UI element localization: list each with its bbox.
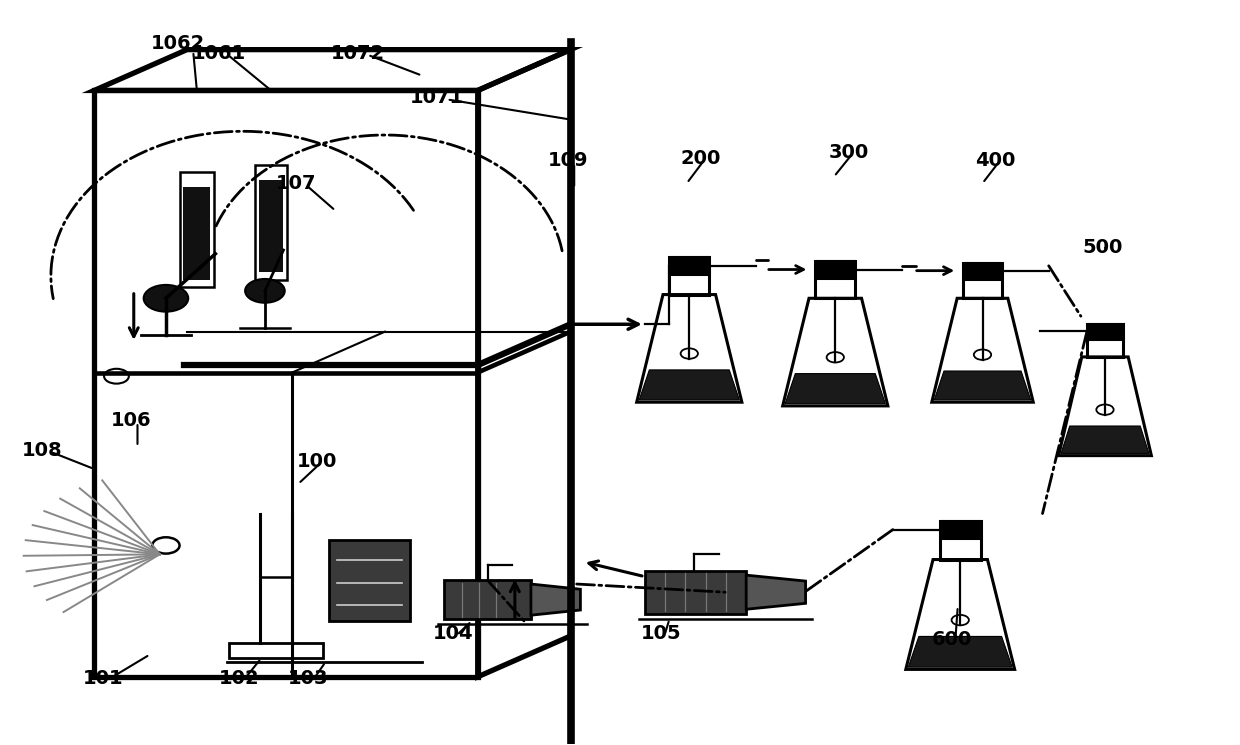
Text: 1061: 1061 bbox=[192, 44, 247, 63]
Text: 1062: 1062 bbox=[151, 34, 206, 53]
Bar bbox=[259, 180, 284, 273]
Text: 109: 109 bbox=[548, 151, 588, 171]
Text: 1072: 1072 bbox=[331, 44, 384, 63]
Polygon shape bbox=[639, 370, 739, 400]
Bar bbox=[941, 521, 980, 539]
Bar bbox=[255, 165, 288, 279]
Text: 100: 100 bbox=[296, 452, 337, 471]
Text: 107: 107 bbox=[275, 174, 316, 193]
Bar bbox=[963, 263, 1002, 298]
Bar bbox=[817, 261, 854, 278]
Bar bbox=[1089, 323, 1122, 338]
Text: 102: 102 bbox=[218, 669, 259, 688]
Text: 105: 105 bbox=[641, 624, 681, 643]
Text: 1071: 1071 bbox=[410, 89, 464, 107]
Polygon shape bbox=[908, 636, 1012, 668]
Bar bbox=[965, 263, 1001, 279]
Bar bbox=[671, 258, 708, 274]
Text: 108: 108 bbox=[22, 441, 62, 460]
Bar bbox=[444, 580, 531, 619]
Polygon shape bbox=[531, 584, 580, 615]
Bar bbox=[816, 261, 856, 298]
Text: 400: 400 bbox=[975, 151, 1016, 171]
Text: 300: 300 bbox=[828, 142, 869, 162]
Bar bbox=[180, 172, 215, 287]
Text: 500: 500 bbox=[1083, 238, 1122, 257]
Bar bbox=[645, 571, 746, 614]
Bar bbox=[940, 521, 981, 559]
Circle shape bbox=[246, 279, 285, 302]
Polygon shape bbox=[746, 575, 806, 609]
Polygon shape bbox=[785, 373, 885, 404]
Bar bbox=[1087, 323, 1123, 357]
Circle shape bbox=[144, 285, 188, 311]
Bar bbox=[330, 539, 409, 621]
Polygon shape bbox=[1061, 426, 1149, 454]
Bar bbox=[670, 258, 709, 294]
Text: 101: 101 bbox=[83, 669, 123, 688]
Polygon shape bbox=[934, 371, 1030, 400]
Text: 103: 103 bbox=[288, 669, 329, 688]
Text: 600: 600 bbox=[931, 630, 972, 649]
Bar bbox=[229, 644, 324, 659]
Text: 104: 104 bbox=[433, 624, 474, 643]
Bar bbox=[184, 187, 211, 279]
Text: 106: 106 bbox=[112, 411, 151, 431]
Bar bbox=[94, 90, 477, 676]
Text: 200: 200 bbox=[681, 149, 720, 168]
